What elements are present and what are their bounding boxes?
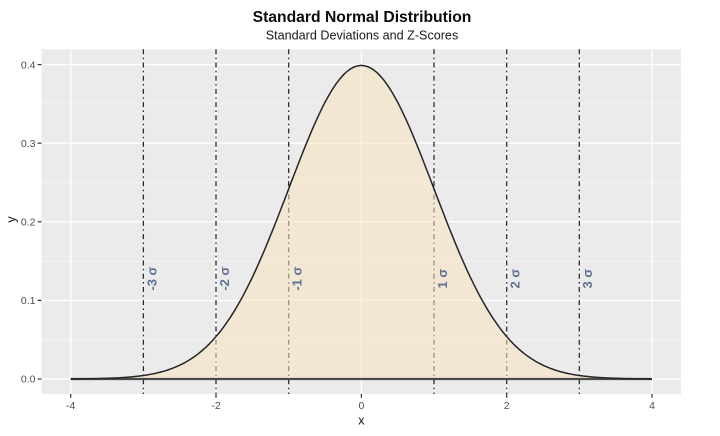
svg-text:0.2: 0.2 (21, 217, 36, 229)
svg-text:Standard Normal Distribution: Standard Normal Distribution (253, 9, 472, 26)
svg-text:0.3: 0.3 (21, 138, 36, 150)
svg-text:Standard Deviations and Z-Scor: Standard Deviations and Z-Scores (266, 29, 459, 43)
svg-text:2: 2 (504, 400, 510, 412)
svg-text:x: x (358, 414, 365, 428)
svg-text:-1 σ: -1 σ (290, 266, 305, 290)
svg-text:-2 σ: -2 σ (217, 266, 232, 290)
svg-text:0.0: 0.0 (21, 374, 36, 386)
svg-text:3 σ: 3 σ (580, 269, 595, 289)
svg-text:4: 4 (649, 400, 655, 412)
svg-text:-2: -2 (211, 400, 220, 412)
svg-text:2 σ: 2 σ (508, 269, 523, 289)
svg-text:-3 σ: -3 σ (144, 266, 159, 290)
svg-text:0.1: 0.1 (21, 295, 36, 307)
svg-text:y: y (4, 216, 18, 223)
svg-text:0: 0 (358, 400, 364, 412)
svg-text:1 σ: 1 σ (435, 269, 450, 289)
svg-text:0.4: 0.4 (21, 59, 36, 71)
svg-text:-4: -4 (66, 400, 75, 412)
